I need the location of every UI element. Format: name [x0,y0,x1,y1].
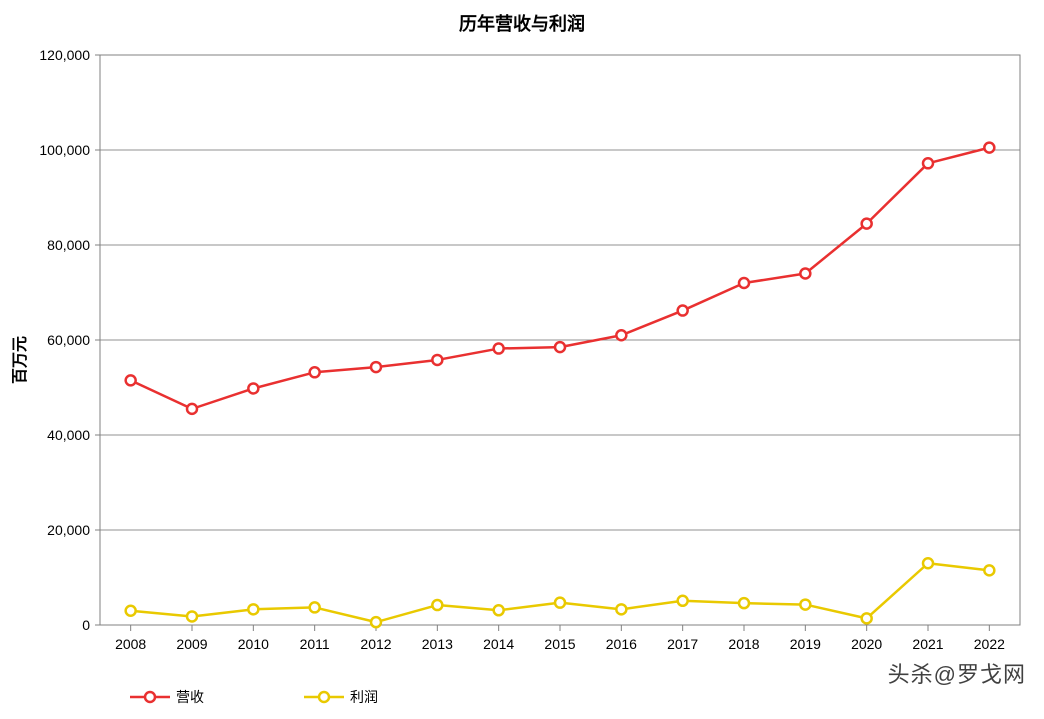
chart-svg: 0 20,000 40,000 60,000 80,000 100,000 120,000 2… [0,0,1044,719]
svg-text:2013: 2013 [422,636,453,652]
legend: 营收 利润 [130,687,378,707]
svg-text:40,000: 40,000 [47,427,90,443]
y-axis-label: 百万元 [6,335,30,383]
svg-text:2019: 2019 [790,636,821,652]
svg-text:2018: 2018 [728,636,759,652]
svg-text:2011: 2011 [300,636,330,652]
legend-label-profit: 利润 [350,687,378,707]
legend-marker-revenue [130,690,170,704]
svg-text:120,000: 120,000 [39,47,90,63]
legend-item-revenue: 营收 [130,687,204,707]
svg-text:2020: 2020 [851,636,882,652]
svg-text:100,000: 100,000 [39,142,90,158]
svg-text:60,000: 60,000 [47,332,90,348]
legend-item-profit: 利润 [304,687,378,707]
svg-text:0: 0 [82,617,90,633]
svg-text:2010: 2010 [238,636,269,652]
chart-title: 历年营收与利润 [0,10,1044,36]
svg-text:2021: 2021 [912,636,943,652]
chart-container: 历年营收与利润 百万元 0 20,000 40,000 60,000 80,000 100… [0,0,1044,719]
svg-text:20,000: 20,000 [47,522,90,538]
svg-text:2008: 2008 [115,636,146,652]
legend-marker-profit [304,690,344,704]
svg-text:2016: 2016 [606,636,637,652]
svg-text:2009: 2009 [176,636,207,652]
legend-label-revenue: 营收 [176,687,204,707]
svg-text:2022: 2022 [974,636,1005,652]
svg-text:2017: 2017 [667,636,698,652]
svg-text:2014: 2014 [483,636,514,652]
svg-text:2015: 2015 [544,636,575,652]
watermark: 头杀@罗戈网 [888,657,1026,689]
svg-text:80,000: 80,000 [47,237,90,253]
svg-text:2012: 2012 [360,636,391,652]
